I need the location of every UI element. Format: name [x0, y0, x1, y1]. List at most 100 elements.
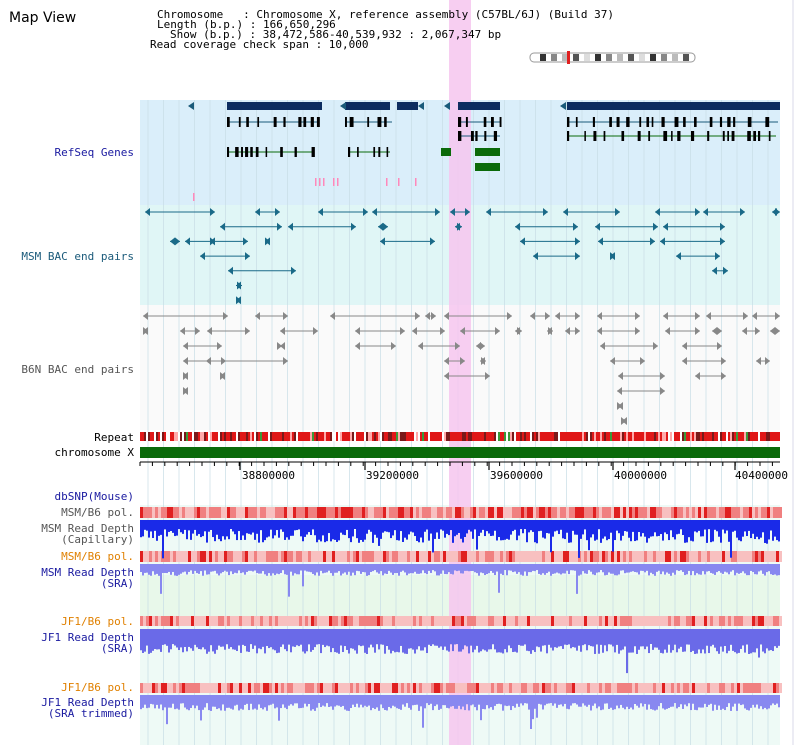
depth-bar	[554, 629, 556, 648]
pol-heat-cell	[419, 616, 422, 626]
pol-heat-cell	[779, 683, 782, 693]
track-label-jf1-depth-trimmed: JF1 Read Depth (SRA trimmed)	[41, 696, 134, 720]
track-label-b6n-bac[interactable]: B6N BAC end pairs	[21, 363, 134, 376]
depth-bar	[710, 520, 712, 543]
depth-bar	[486, 520, 488, 532]
pol-heat-cell	[518, 551, 521, 562]
pol-heat-cell	[293, 683, 296, 693]
repeat-segment	[202, 432, 204, 441]
pol-heat-cell	[368, 616, 371, 626]
repeat-segment	[592, 432, 594, 441]
depth-bar	[496, 520, 498, 541]
depth-bar	[172, 520, 174, 533]
repeat-segment	[760, 432, 762, 441]
pol-heat-cell	[662, 507, 665, 518]
depth-bar	[282, 520, 284, 532]
depth-bar	[174, 564, 176, 576]
track-label-msm-bac[interactable]: MSM BAC end pairs	[21, 250, 134, 263]
depth-bar	[246, 695, 248, 704]
track-label-dbsnp[interactable]: dbSNP(Mouse)	[54, 490, 134, 503]
pol-heat-cell	[347, 616, 350, 626]
depth-bar	[306, 520, 308, 535]
track-label-msm-b6-pol-sra: MSM/B6 pol.	[61, 550, 134, 563]
pol-heat-cell	[449, 551, 452, 562]
pol-heat-cell	[650, 616, 653, 626]
pol-heat-cell	[476, 507, 479, 518]
pol-heat-cell	[533, 507, 536, 518]
bac-end-marker	[712, 266, 717, 275]
repeat-segment	[650, 432, 652, 441]
depth-bar	[590, 629, 592, 647]
depth-bar	[176, 695, 178, 709]
pol-heat-cell	[146, 616, 149, 626]
depth-bar	[304, 564, 306, 571]
depth-bar	[212, 695, 214, 707]
depth-bar	[372, 564, 374, 572]
depth-bar	[558, 564, 560, 574]
pol-heat-cell	[650, 551, 653, 562]
pol-heat-cell	[743, 683, 746, 693]
exon	[384, 117, 387, 127]
depth-bar	[160, 564, 162, 594]
depth-bar	[712, 520, 714, 542]
depth-bar	[658, 695, 660, 707]
depth-bar	[638, 695, 640, 708]
bac-end-marker	[597, 327, 602, 335]
depth-bar	[640, 564, 642, 571]
depth-bar	[178, 520, 180, 530]
pol-heat-cell	[203, 683, 206, 693]
depth-bar	[548, 564, 550, 572]
repeat-segment	[676, 432, 678, 441]
bac-end-marker	[170, 237, 175, 246]
bac-end-marker	[682, 342, 687, 350]
depth-bar	[700, 564, 702, 575]
depth-bar	[734, 564, 736, 576]
repeat-segment	[552, 432, 554, 441]
bac-end-marker	[237, 281, 242, 290]
pol-heat-cell	[527, 551, 530, 562]
exon	[484, 131, 487, 141]
pol-heat-cell	[440, 507, 443, 518]
depth-bar	[392, 695, 394, 706]
pol-heat-cell	[221, 551, 224, 562]
bac-end-marker	[465, 208, 470, 216]
depth-bar	[724, 695, 726, 711]
depth-bar	[348, 695, 350, 711]
pol-heat-cell	[272, 616, 275, 626]
pol-heat-cell	[191, 683, 194, 693]
bac-end-marker	[742, 327, 747, 335]
repeat-segment	[300, 432, 302, 441]
repeat-segment	[404, 432, 406, 441]
repeat-segment	[428, 432, 430, 441]
depth-bar	[708, 520, 710, 530]
pol-heat-cell	[575, 551, 578, 562]
pol-heat-cell	[164, 551, 167, 562]
repeat-segment	[648, 432, 650, 441]
depth-bar	[466, 695, 468, 705]
pol-heat-cell	[701, 551, 704, 562]
track-label-refseq[interactable]: RefSeq Genes	[54, 146, 134, 159]
repeat-segment	[690, 432, 692, 441]
repeat-segment	[326, 432, 328, 441]
depth-bar	[736, 629, 738, 654]
gene-block	[227, 102, 322, 110]
pol-heat-cell	[671, 551, 674, 562]
depth-bar	[606, 520, 608, 541]
repeat-segment	[172, 432, 174, 441]
depth-bar	[156, 695, 158, 705]
pol-heat-cell	[644, 683, 647, 693]
repeat-segment	[470, 432, 472, 441]
pol-heat-cell	[656, 551, 659, 562]
depth-bar	[344, 564, 346, 573]
depth-bar	[432, 629, 434, 645]
pol-heat-cell	[686, 616, 689, 626]
pol-heat-cell	[287, 616, 290, 626]
pol-heat-cell	[425, 616, 428, 626]
repeat-segment	[488, 432, 490, 441]
depth-bar	[556, 629, 558, 648]
bac-end-marker	[431, 312, 436, 320]
depth-bar	[568, 520, 570, 543]
pol-heat-cell	[710, 507, 713, 518]
depth-bar	[724, 629, 726, 647]
